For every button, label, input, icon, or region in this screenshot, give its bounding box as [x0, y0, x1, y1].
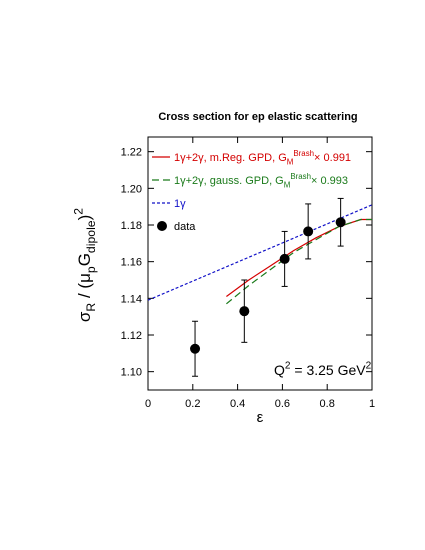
- text-part: σ: [75, 311, 94, 322]
- y-tick-label: 1.10: [121, 367, 142, 379]
- y-tick-label: 1.20: [121, 183, 142, 195]
- data-point: [239, 306, 250, 317]
- plot-frame: [147, 136, 373, 391]
- y-tick-label: 1.12: [121, 330, 142, 342]
- text-part: 1γ+2γ, gauss. GPD, G: [174, 175, 284, 187]
- text-part: Q: [274, 362, 285, 378]
- data-point: [279, 253, 290, 264]
- y-tick-label: 1.14: [121, 293, 142, 305]
- legend-marker: [157, 221, 167, 231]
- text-part: dipole: [84, 220, 98, 253]
- text-part: M: [287, 157, 294, 166]
- text-part: M: [284, 180, 291, 189]
- legend-label: 1γ+2γ, gauss. GPD, GMBrash× 0.993: [174, 172, 348, 189]
- text-part: / (μ: [75, 273, 94, 303]
- chart-title: Cross section for ep elastic scattering: [158, 111, 357, 123]
- legend-label: data: [174, 221, 196, 233]
- data-point: [190, 343, 201, 354]
- x-tick-label: 0.4: [230, 398, 245, 410]
- text-part: = 3.25 GeV: [291, 362, 367, 378]
- legend-label: 1γ: [174, 198, 186, 210]
- data-point: [303, 226, 314, 237]
- text-part: 1γ: [174, 198, 186, 210]
- text-part: × 0.991: [314, 152, 351, 164]
- text-part: × 0.993: [311, 175, 348, 187]
- series-line: [226, 218, 372, 297]
- y-axis-label: σR / (μpGdipole)2: [71, 208, 98, 322]
- text-part: Brash: [290, 172, 311, 181]
- text-part: 2: [285, 361, 291, 372]
- legend-label: 1γ+2γ, m.Reg. GPD, GMBrash× 0.991: [174, 149, 351, 166]
- text-part: Brash: [293, 149, 314, 158]
- x-tick-label: 1: [369, 398, 375, 410]
- text-part: G: [75, 253, 94, 266]
- x-tick-label: 0.2: [185, 398, 200, 410]
- x-tick-label: 0.6: [275, 398, 290, 410]
- text-part: R: [84, 303, 98, 312]
- text-part: 2: [71, 208, 85, 215]
- x-tick-label: 0: [145, 398, 151, 410]
- series-line: [226, 218, 372, 305]
- text-part: ): [75, 215, 94, 221]
- data-point: [335, 217, 346, 228]
- y-tick-label: 1.18: [121, 220, 142, 232]
- x-tick-label: 0.8: [320, 398, 335, 410]
- annotation: Q2 = 3.25 GeV2: [274, 361, 372, 378]
- text-part: 1γ+2γ, m.Reg. GPD, G: [174, 152, 287, 164]
- x-axis-label: ε: [257, 409, 264, 426]
- y-tick-label: 1.16: [121, 257, 142, 269]
- text-part: data: [174, 221, 196, 233]
- y-tick-label: 1.22: [121, 147, 142, 159]
- text-part: 2: [366, 361, 372, 372]
- text-part: p: [84, 266, 98, 273]
- series-line: [147, 204, 373, 301]
